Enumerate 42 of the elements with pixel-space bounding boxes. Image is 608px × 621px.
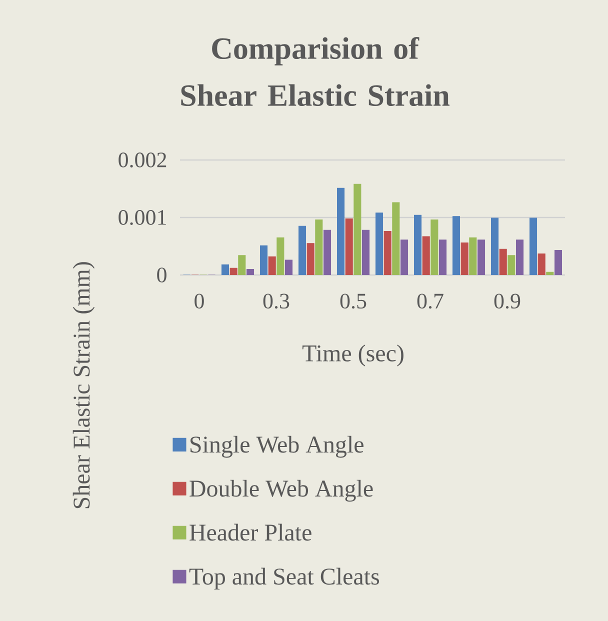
y-tick-label: 0 xyxy=(157,268,166,282)
legend-label: Single Web Angle xyxy=(190,436,364,458)
bar xyxy=(246,268,254,275)
y-tick-label: 0.001 xyxy=(118,210,166,225)
legend-label: Header Plate xyxy=(190,524,312,541)
legend-label: Top and Seat Cleats xyxy=(189,568,380,590)
bar xyxy=(438,240,447,275)
bar xyxy=(336,188,345,275)
bar xyxy=(375,212,384,275)
bar xyxy=(477,240,486,275)
bar xyxy=(238,255,246,275)
bar xyxy=(490,218,499,275)
bar xyxy=(508,255,516,275)
bar xyxy=(392,202,400,275)
bar xyxy=(529,218,538,275)
x-axis-title: Time (sec) xyxy=(302,344,404,366)
bar xyxy=(430,220,438,275)
bar xyxy=(354,184,362,275)
chart-title: Comparision of Shear Elastic Strain xyxy=(181,36,450,106)
bar xyxy=(469,237,477,275)
bar xyxy=(260,245,268,275)
bar xyxy=(516,240,524,275)
x-tick-label: 0.5 xyxy=(340,294,366,309)
y-tick-label: 0.002 xyxy=(118,152,166,168)
x-tick-label: 0.7 xyxy=(417,294,444,309)
x-tick-label: 0.3 xyxy=(263,294,290,309)
x-tick-label: 0 xyxy=(194,294,204,309)
bar xyxy=(546,272,554,275)
bar xyxy=(362,230,370,275)
bar xyxy=(315,220,323,275)
bar xyxy=(400,240,408,275)
bar xyxy=(284,260,293,275)
y-axis-title: Shear Elastic Strain (mm) xyxy=(72,262,95,508)
bar xyxy=(554,250,562,275)
bar xyxy=(298,226,306,275)
x-tick-label: 0.9 xyxy=(494,294,520,309)
bar xyxy=(452,216,460,275)
bar xyxy=(221,264,230,275)
legend-label: Double Web Angle xyxy=(190,480,373,502)
bar xyxy=(414,214,422,275)
bar xyxy=(323,230,332,275)
bar xyxy=(276,237,284,275)
